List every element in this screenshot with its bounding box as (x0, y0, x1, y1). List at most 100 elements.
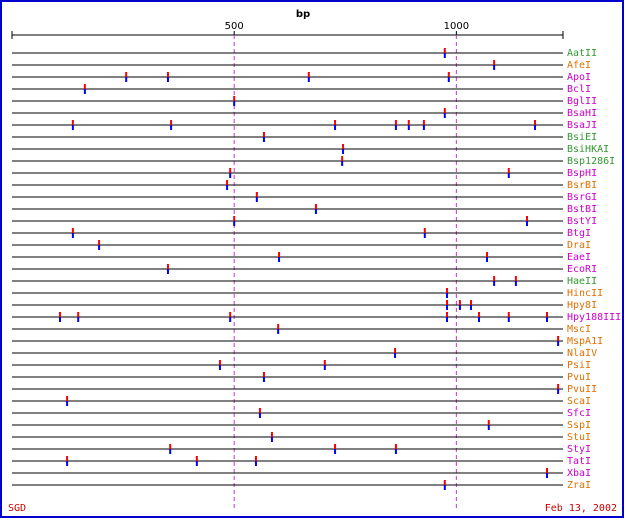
enzyme-label: DraI (567, 240, 591, 251)
cut-top (270, 432, 273, 437)
cut-top (233, 216, 236, 221)
cut-site (71, 120, 74, 130)
cut-bottom (394, 449, 397, 454)
cut-bottom (262, 377, 265, 382)
cut-top (83, 84, 86, 89)
cut-site (557, 384, 560, 394)
cut-top (446, 312, 449, 317)
cut-top (487, 420, 490, 425)
cut-bottom (507, 173, 510, 178)
cut-site (534, 120, 537, 130)
cut-site (422, 120, 425, 130)
cut-top (262, 372, 265, 377)
enzyme-label: PvuII (567, 384, 597, 395)
cut-site (341, 156, 344, 166)
cut-bottom (493, 281, 496, 286)
enzyme-label: StyI (567, 444, 591, 455)
enzyme-label: BsrBI (567, 180, 597, 191)
cut-site (443, 48, 446, 58)
cut-top (66, 456, 69, 461)
cut-bottom (446, 293, 449, 298)
cut-site (478, 312, 481, 322)
cut-top (493, 276, 496, 281)
enzyme-label: AatII (567, 48, 597, 59)
cut-site (218, 360, 221, 370)
cut-bottom (83, 89, 86, 94)
cut-top (341, 156, 344, 161)
cut-site (334, 120, 337, 130)
cut-bottom (233, 221, 236, 226)
cut-top (169, 444, 172, 449)
cut-top (443, 48, 446, 53)
cut-bottom (229, 173, 232, 178)
cut-top (125, 72, 128, 77)
enzyme-label: PsiI (567, 360, 591, 371)
cut-top (277, 324, 280, 329)
enzyme-label: BtgI (567, 228, 591, 239)
cut-bottom (458, 305, 461, 310)
cut-top (226, 180, 229, 185)
cut-top (255, 192, 258, 197)
cut-bottom (218, 365, 221, 370)
enzyme-label: XbaI (567, 468, 591, 479)
cut-bottom (446, 317, 449, 322)
enzyme-label: AfeI (567, 60, 591, 71)
cut-site (334, 444, 337, 454)
cut-site (447, 72, 450, 82)
cut-site (71, 228, 74, 238)
cut-site (270, 432, 273, 442)
cut-site (262, 132, 265, 142)
enzyme-label: BspHI (567, 168, 597, 179)
cut-bottom (233, 101, 236, 106)
cut-top (98, 240, 101, 245)
enzyme-label: ZraI (567, 480, 591, 491)
cut-site (278, 252, 281, 262)
cut-bottom (534, 125, 537, 130)
cut-top (394, 348, 397, 353)
cut-bottom (341, 161, 344, 166)
cut-top (170, 120, 173, 125)
cut-site (255, 192, 258, 202)
cut-top (446, 300, 449, 305)
cut-bottom (307, 77, 310, 82)
cut-bottom (277, 329, 280, 334)
cut-top (166, 72, 169, 77)
cut-top (314, 204, 317, 209)
cut-top (534, 120, 537, 125)
cut-site (446, 312, 449, 322)
cut-bottom (557, 341, 560, 346)
cut-top (443, 108, 446, 113)
date: Feb 13, 2002 (545, 503, 617, 514)
cut-bottom (443, 113, 446, 118)
enzyme-label: BsiHKAI (567, 144, 609, 155)
cut-site (307, 72, 310, 82)
cut-bottom (546, 317, 549, 322)
cut-bottom (226, 185, 229, 190)
cut-site (66, 396, 69, 406)
cut-bottom (423, 233, 426, 238)
enzyme-label: BsaHI (567, 108, 597, 119)
cut-site (526, 216, 529, 226)
cut-top (323, 360, 326, 365)
cut-top (443, 480, 446, 485)
cut-site (233, 96, 236, 106)
enzyme-label: Hpy8I (567, 300, 597, 311)
cut-bottom (323, 365, 326, 370)
cut-top (478, 312, 481, 317)
cut-top (334, 120, 337, 125)
cut-site (458, 300, 461, 310)
cut-top (458, 300, 461, 305)
source: SGD (8, 503, 26, 514)
enzyme-label: BglII (567, 96, 597, 107)
cut-site (423, 228, 426, 238)
cut-top (394, 120, 397, 125)
cut-site (487, 420, 490, 430)
cut-site (546, 312, 549, 322)
cut-bottom (166, 269, 169, 274)
cut-bottom (422, 125, 425, 130)
enzyme-label: BstYI (567, 216, 597, 227)
cut-top (71, 228, 74, 233)
cut-bottom (66, 401, 69, 406)
cut-top (507, 168, 510, 173)
